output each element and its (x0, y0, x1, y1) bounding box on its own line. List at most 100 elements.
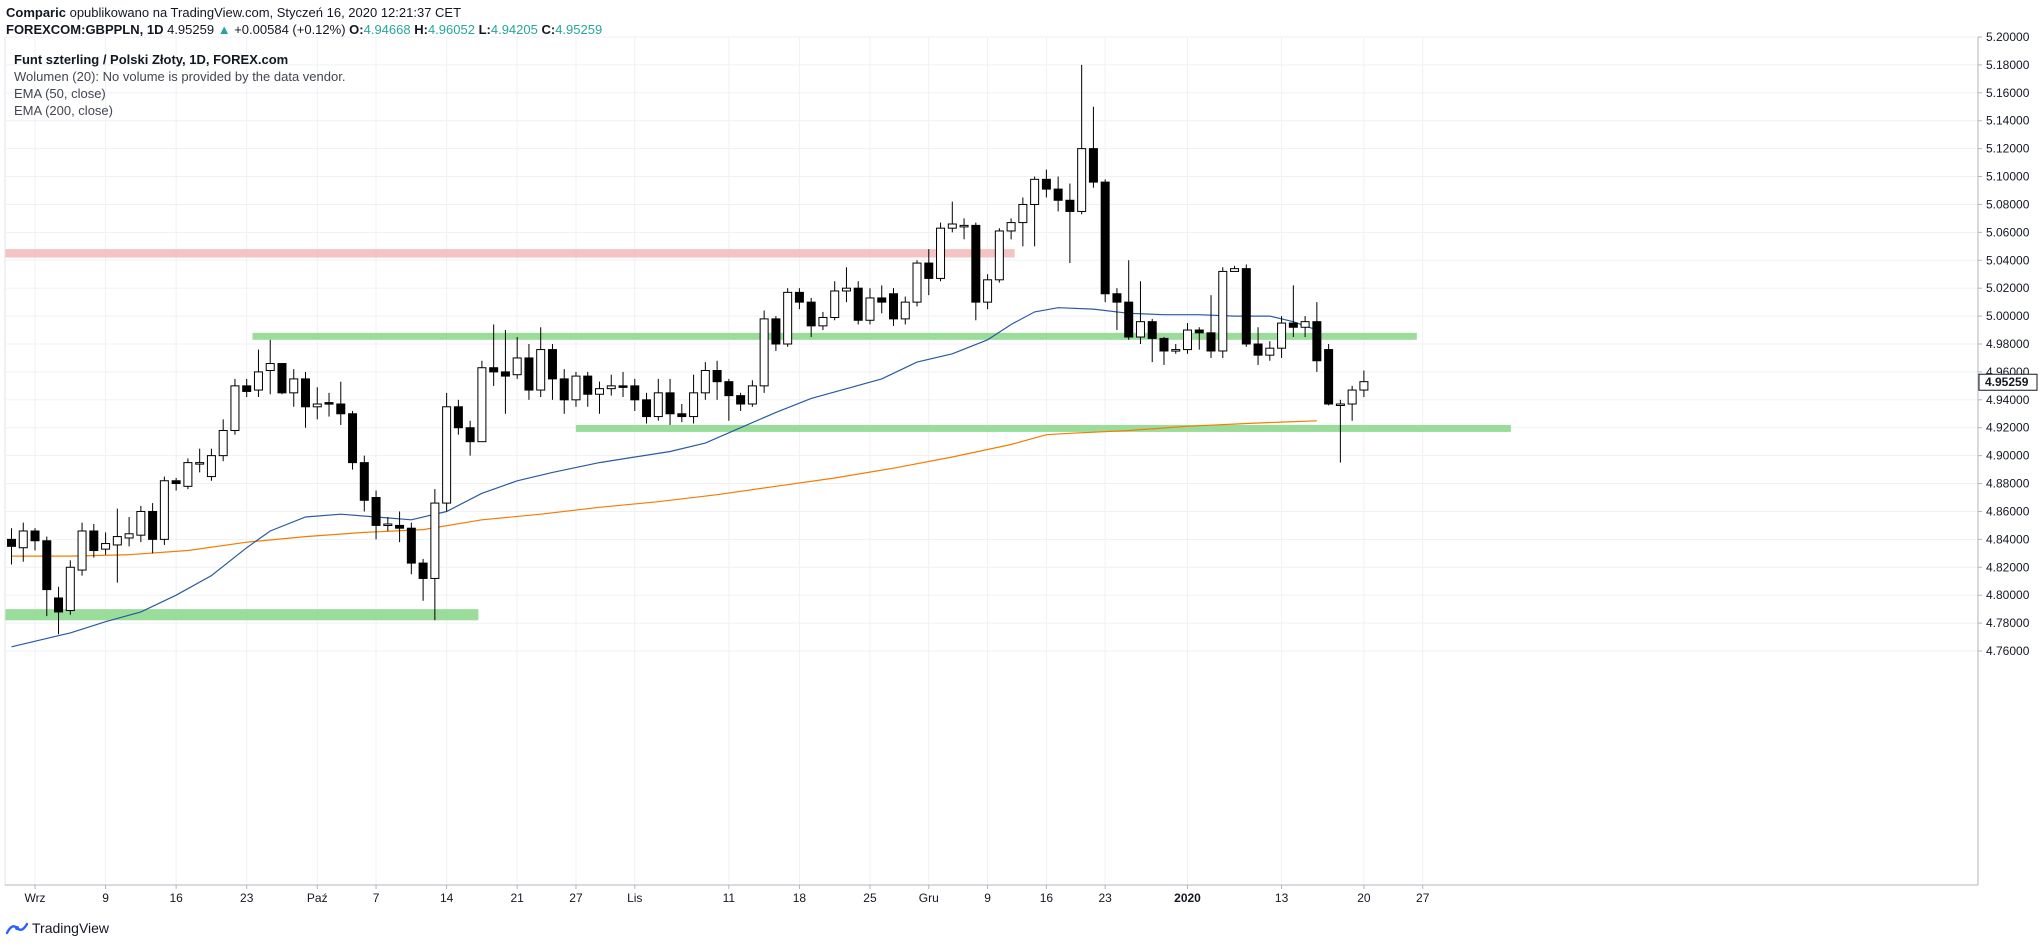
candle-body-down (54, 597, 64, 613)
candle (712, 360, 722, 400)
last-price: 4.95259 (167, 22, 215, 37)
change-arrow-icon: ▲ (217, 22, 231, 37)
candle-body-down (547, 349, 557, 380)
candle-body-up (195, 462, 205, 465)
price-tick-label: 5.20000 (1986, 30, 2030, 44)
candle (912, 260, 922, 307)
candle (453, 399, 463, 435)
price-tick-label: 4.82000 (1986, 560, 2030, 574)
candle-body-down (42, 540, 52, 591)
candle (900, 296, 910, 325)
candle-body-down (453, 406, 463, 429)
candle (536, 327, 546, 398)
time-axis[interactable]: Wrz 9 16 23 Paź 7 14 21 27 Lis 11 18 25 Gru 9 16 23 2020 1… (5, 884, 1978, 905)
legend-ema200[interactable]: EMA (200, close) (14, 103, 113, 118)
candle-body-down (1124, 301, 1134, 338)
publish-info: opublikowano na TradingView.com, Styczeń… (69, 5, 462, 20)
candle (218, 419, 228, 462)
candle (465, 420, 475, 456)
candle-body-up (206, 455, 216, 478)
time-tick-label: 18 (793, 891, 807, 905)
candle (489, 324, 499, 386)
candle-body-up (1218, 270, 1228, 352)
candle (89, 524, 99, 558)
candle (148, 503, 158, 554)
candle-body-up (759, 318, 769, 387)
support-zone (5, 609, 479, 621)
candle (65, 560, 75, 615)
candle (324, 392, 334, 417)
candle-body-down (1324, 349, 1334, 405)
price-tick-label: 4.80000 (1986, 588, 2030, 602)
candle (1288, 285, 1298, 338)
candle (947, 201, 957, 233)
price-tick-label: 5.00000 (1986, 309, 2030, 323)
candle-body-down (1288, 322, 1298, 328)
candle-body-up (442, 406, 452, 504)
candle (1124, 260, 1134, 340)
candle-body-up (18, 530, 28, 549)
candle-body-down (1241, 268, 1251, 345)
time-tick-label: 25 (863, 891, 877, 905)
candle (242, 378, 252, 398)
candle (1347, 385, 1357, 421)
candle-body-up (1277, 322, 1287, 349)
candle-body-down (171, 480, 181, 485)
candle-body-down (301, 378, 310, 408)
candle-body-up (1335, 403, 1345, 407)
candle-body-down (371, 497, 381, 526)
candle-body-down (889, 293, 898, 320)
candle (794, 288, 804, 310)
candle-body-up (900, 301, 910, 320)
price-tick-label: 5.18000 (1986, 58, 2030, 72)
publish-line: Comparic opublikowano na TradingView.com… (6, 5, 461, 20)
price-axis[interactable]: 4.76000 4.78000 4.80000 4.82000 4.84000 4.860… (1977, 30, 2038, 885)
candle (101, 532, 111, 555)
support-zone (575, 424, 1511, 432)
candle (500, 330, 510, 414)
candle (1253, 327, 1263, 365)
price-tick-label: 5.02000 (1986, 281, 2030, 295)
candle (183, 458, 193, 490)
price-tick-label: 4.88000 (1986, 477, 2030, 491)
candle (853, 281, 863, 325)
symbol-name[interactable]: FOREXCOM:GBPPLN, 1D (6, 22, 164, 37)
legend-volume[interactable]: Wolumen (20): No volume is provided by t… (14, 69, 345, 84)
candle (1018, 197, 1028, 247)
low-value: 4.94205 (490, 22, 538, 37)
candle-body-down (1147, 321, 1157, 339)
candle-body-up (983, 279, 993, 303)
footer-brand[interactable]: TradingView (6, 920, 109, 936)
candle (865, 288, 875, 325)
candle-body-down (877, 297, 887, 303)
candle (524, 344, 534, 400)
candle-body-up (1359, 381, 1369, 391)
candle (889, 288, 898, 326)
price-tick-label: 5.12000 (1986, 142, 2030, 156)
author-name[interactable]: Comparic (6, 5, 66, 20)
last-price-label: 4.95259 (1985, 375, 2029, 389)
candle-body-up (253, 371, 263, 391)
candle-body-down (1206, 332, 1216, 352)
candle (1147, 318, 1157, 363)
candle (312, 387, 322, 420)
candle-body-down (1100, 181, 1110, 295)
candle (171, 477, 181, 491)
candle (1030, 176, 1040, 247)
candle-body-up (124, 533, 134, 539)
candle (759, 310, 769, 393)
candle (1218, 267, 1228, 358)
legend-title[interactable]: Funt szterling / Polski Złoty, 1D, FOREX… (14, 52, 288, 67)
candle (1300, 316, 1310, 338)
candle-body-down (524, 357, 534, 391)
time-tick-label: 21 (511, 891, 525, 905)
chart-frame (4, 36, 1979, 886)
candle-body-up (65, 566, 75, 612)
price-tick-label: 5.08000 (1986, 197, 2030, 211)
candles[interactable] (7, 64, 1369, 635)
open-value: 4.94668 (363, 22, 411, 37)
legend-ema50[interactable]: EMA (50, close) (14, 86, 106, 101)
candle (959, 218, 969, 240)
candle (289, 369, 299, 407)
